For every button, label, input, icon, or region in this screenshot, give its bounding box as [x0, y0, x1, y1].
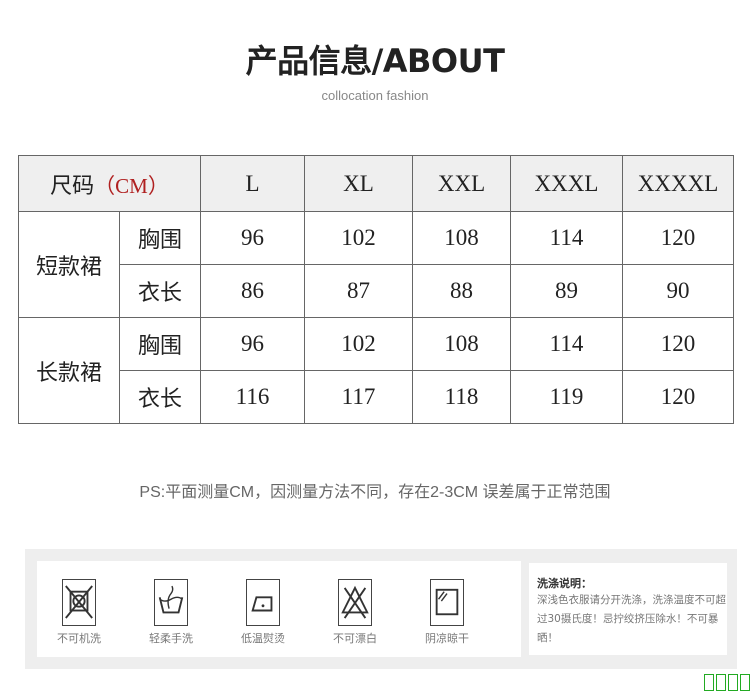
missing-glyph-box	[704, 674, 714, 691]
hand-wash-icon	[154, 579, 188, 626]
care-item: 轻柔手洗	[141, 579, 201, 646]
table-cell: 96	[200, 211, 305, 265]
table-cell: 120	[622, 211, 734, 265]
care-item: 低温熨烫	[233, 579, 293, 646]
table-cell: 89	[510, 264, 623, 318]
table-row: 长款裙 胸围 96 102 108 114 120	[18, 317, 734, 424]
group-label: 短款裙	[18, 211, 120, 318]
size-col-header: XL	[304, 155, 413, 212]
care-panel: 不可机洗 轻柔手洗 低温熨烫 不可漂白 阴凉晾干 洗涤说明： 深浅色衣服请分开洗…	[25, 549, 737, 669]
table-header-row: 尺码（CM） L XL XXL XXXL XXXXL	[18, 155, 734, 212]
row-label: 胸围	[119, 211, 201, 265]
size-col-header: L	[200, 155, 305, 212]
table-cell: 108	[412, 211, 511, 265]
shade-dry-icon	[430, 579, 464, 626]
table-cell: 102	[304, 211, 413, 265]
no-machine-wash-icon	[62, 579, 96, 626]
measurement-note: PS:平面测量CM，因测量方法不同，存在2-3CM 误差属于正常范围	[139, 484, 611, 501]
care-icons: 不可机洗 轻柔手洗 低温熨烫 不可漂白 阴凉晾干	[37, 561, 521, 657]
group-label: 长款裙	[18, 317, 120, 424]
table-cell: 119	[510, 370, 623, 424]
size-col-header: XXXL	[510, 155, 623, 212]
care-title: 洗涤说明：	[537, 577, 592, 590]
size-col-header: XXL	[412, 155, 511, 212]
no-bleach-icon	[338, 579, 372, 626]
table-cell: 114	[510, 211, 623, 265]
missing-glyph-box	[716, 674, 726, 691]
care-item: 阴凉晾干	[417, 579, 477, 646]
table-cell: 108	[412, 317, 511, 371]
table-cell: 102	[304, 317, 413, 371]
table-row: 衣长 86 87 88 89 90	[19, 264, 734, 318]
row-label: 衣长	[119, 264, 201, 318]
size-table: 尺码（CM） L XL XXL XXXL XXXXL 短款裙 胸围 96 102…	[18, 155, 734, 424]
size-col-header: XXXXL	[622, 155, 734, 212]
size-header-cell: 尺码（CM）	[18, 155, 201, 212]
page-subtitle: collocation fashion	[321, 88, 429, 103]
care-text: 深浅色衣服请分开洗涤，洗涤温度不可超过30摄氏度！忌拧绞挤压除水！不可暴晒！	[537, 594, 726, 644]
missing-glyph-box	[728, 674, 738, 691]
table-cell: 88	[412, 264, 511, 318]
table-row: 衣长 116 117 118 119 120	[19, 370, 734, 424]
care-item: 不可漂白	[325, 579, 385, 646]
care-instructions: 洗涤说明： 深浅色衣服请分开洗涤，洗涤温度不可超过30摄氏度！忌拧绞挤压除水！不…	[529, 563, 727, 655]
care-item: 不可机洗	[49, 579, 109, 646]
table-cell: 90	[622, 264, 734, 318]
table-cell: 86	[200, 264, 305, 318]
missing-glyph-box	[740, 674, 750, 691]
table-cell: 114	[510, 317, 623, 371]
row-label: 胸围	[119, 317, 201, 371]
table-row: 短款裙 胸围 96 102 108 114 120	[18, 211, 734, 318]
low-iron-icon	[246, 579, 280, 626]
table-cell: 118	[412, 370, 511, 424]
table-cell: 117	[304, 370, 413, 424]
table-cell: 120	[622, 370, 734, 424]
table-cell: 96	[200, 317, 305, 371]
unit-label: （CM）	[94, 173, 169, 198]
page-title: 产品信息/ABOUT	[245, 42, 505, 80]
row-label: 衣长	[119, 370, 201, 424]
table-cell: 116	[200, 370, 305, 424]
table-cell: 87	[304, 264, 413, 318]
table-cell: 120	[622, 317, 734, 371]
